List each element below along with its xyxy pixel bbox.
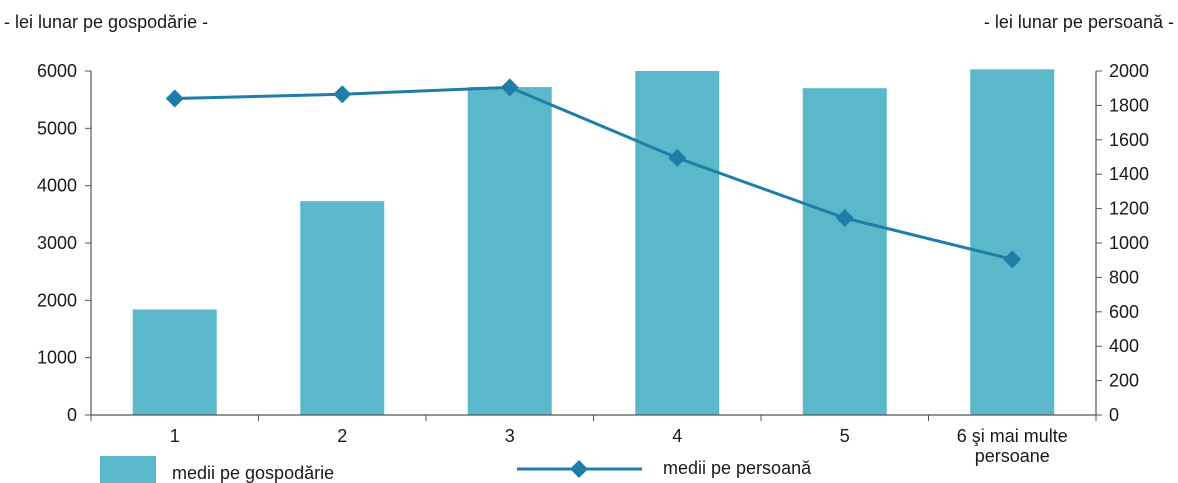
- right-axis-tick-label: 0: [1109, 405, 1119, 425]
- x-axis-tick-label: 4: [672, 426, 682, 446]
- legend-bar-swatch: [100, 456, 156, 483]
- left-axis-title: - lei lunar pe gospodărie -: [4, 12, 208, 32]
- left-axis-tick-label: 5000: [37, 118, 77, 138]
- right-axis-tick-label: 600: [1109, 302, 1139, 322]
- left-axis-tick-label: 3000: [37, 233, 77, 253]
- left-axis-tick-label: 4000: [37, 176, 77, 196]
- line-point: [668, 148, 687, 167]
- x-axis: 1 2 3 4 5 6 şi mai multe persoane: [90, 414, 1097, 466]
- x-axis-tick-label: 5: [840, 426, 850, 446]
- line-point: [333, 85, 352, 104]
- right-axis-tick-label: 800: [1109, 267, 1139, 287]
- right-axis-tick-label: 1400: [1109, 164, 1149, 184]
- line-point: [835, 209, 854, 228]
- right-axis-title: - lei lunar pe persoană -: [984, 12, 1174, 32]
- x-axis-tick-label: 6 şi mai multe persoane: [957, 426, 1068, 466]
- legend-bar-label: medii pe gospodărie: [172, 463, 334, 483]
- x-axis-tick-label: 1: [170, 426, 180, 446]
- bars: [132, 69, 1055, 415]
- left-axis: 0 1000 2000 3000 4000 5000 6000: [37, 61, 92, 425]
- bar: [635, 71, 720, 415]
- right-axis-tick-label: 1000: [1109, 233, 1149, 253]
- right-axis-tick-label: 200: [1109, 371, 1139, 391]
- bar: [467, 87, 552, 415]
- right-axis-tick-label: 400: [1109, 336, 1139, 356]
- left-axis-tick-label: 2000: [37, 290, 77, 310]
- bar: [970, 69, 1055, 415]
- line-point: [165, 89, 184, 108]
- left-axis-tick-label: 0: [67, 405, 77, 425]
- x-axis-tick-label: 2: [337, 426, 347, 446]
- bar: [300, 201, 385, 415]
- right-axis-tick-label: 1600: [1109, 130, 1149, 150]
- x-axis-tick-label: 3: [505, 426, 515, 446]
- legend: medii pe gospodărie medii pe persoană: [100, 456, 812, 483]
- left-axis-tick-label: 6000: [37, 61, 77, 81]
- right-axis-tick-label: 1800: [1109, 95, 1149, 115]
- right-axis-tick-label: 1200: [1109, 199, 1149, 219]
- left-axis-tick-label: 1000: [37, 348, 77, 368]
- series-line: [174, 85, 1013, 261]
- line-series: [165, 78, 1022, 269]
- right-axis: 0 200 400 600 800 1000 1200 1400 1600 1800 2000: [1095, 61, 1149, 425]
- bar: [132, 309, 217, 415]
- bar: [802, 88, 887, 415]
- legend-line-marker: [570, 460, 588, 478]
- right-axis-tick-label: 2000: [1109, 61, 1149, 81]
- line-point: [1003, 250, 1022, 269]
- legend-line-label: medii pe persoană: [663, 458, 812, 478]
- line-point: [500, 78, 519, 97]
